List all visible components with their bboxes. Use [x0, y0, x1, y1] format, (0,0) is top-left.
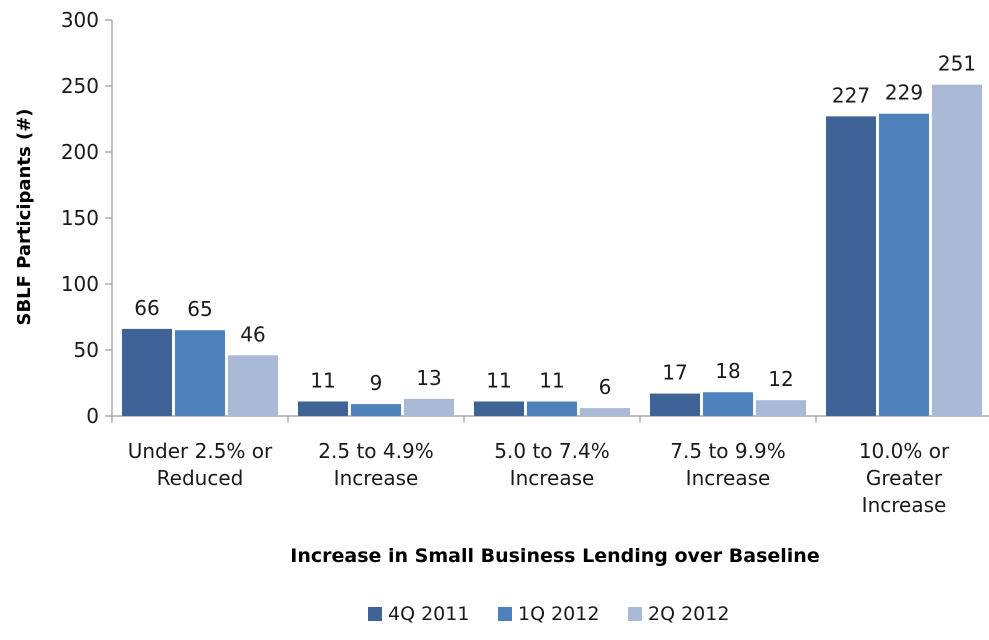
bar [228, 355, 278, 416]
bar [122, 328, 172, 416]
bar [756, 400, 806, 416]
y-tick-label: 50 [74, 338, 99, 362]
y-tick-label: 0 [86, 404, 99, 428]
legend: 4Q 2011 1Q 2012 2Q 2012 [368, 603, 729, 625]
data-label: 18 [715, 359, 740, 383]
bar [879, 113, 929, 416]
y-axis-title: SBLF Participants (#) [14, 108, 35, 325]
bar [826, 116, 876, 417]
legend-label: 1Q 2012 [518, 603, 599, 625]
bar [932, 84, 982, 417]
y-tick-label: 200 [61, 140, 99, 164]
category-label: 7.5 to 9.9% Increase [670, 439, 785, 490]
y-tick-label: 250 [61, 74, 99, 98]
data-label: 13 [416, 366, 441, 390]
x-axis-title: Increase in Small Business Lending over … [290, 545, 819, 567]
data-label: 46 [240, 322, 265, 346]
legend-label: 2Q 2012 [648, 603, 729, 625]
legend-label: 4Q 2011 [388, 603, 469, 625]
data-label: 6 [599, 375, 612, 399]
data-label: 227 [832, 83, 870, 107]
category-label: Under 2.5% or Reduced [128, 439, 273, 490]
bar [351, 404, 401, 416]
legend-swatch [368, 607, 382, 621]
bar [404, 398, 454, 416]
bar [703, 392, 753, 416]
category-label: 2.5 to 4.9% Increase [318, 439, 433, 490]
y-tick-label: 300 [61, 8, 99, 32]
bar [175, 330, 225, 416]
legend-swatch [628, 607, 642, 621]
data-label: 9 [370, 371, 383, 395]
data-label: 251 [938, 52, 976, 76]
bar [580, 408, 630, 416]
data-label: 12 [768, 367, 793, 391]
bar [298, 401, 348, 416]
data-label: 17 [662, 361, 687, 385]
data-label: 66 [134, 296, 159, 320]
y-tick-label: 150 [61, 206, 99, 230]
bar [650, 393, 700, 416]
data-label: 229 [885, 81, 923, 105]
y-tick-label: 100 [61, 272, 99, 296]
category-label: 5.0 to 7.4% Increase [494, 439, 609, 490]
category-label: 10.0% or Greater Increase [859, 439, 950, 517]
bars [122, 84, 982, 417]
data-label: 11 [539, 368, 564, 392]
data-labels: 66 65 46 11 9 13 11 11 6 17 18 12 227 229 251 [134, 52, 976, 399]
y-axis: 0 50 100 150 200 250 300 [61, 8, 113, 428]
legend-swatch [498, 607, 512, 621]
data-label: 11 [486, 368, 511, 392]
bar [527, 401, 577, 416]
data-label: 11 [310, 368, 335, 392]
bar [474, 401, 524, 416]
category-labels: Under 2.5% or Reduced 2.5 to 4.9% Increase 5… [128, 439, 950, 517]
x-axis [111, 415, 989, 423]
data-label: 65 [187, 297, 212, 321]
